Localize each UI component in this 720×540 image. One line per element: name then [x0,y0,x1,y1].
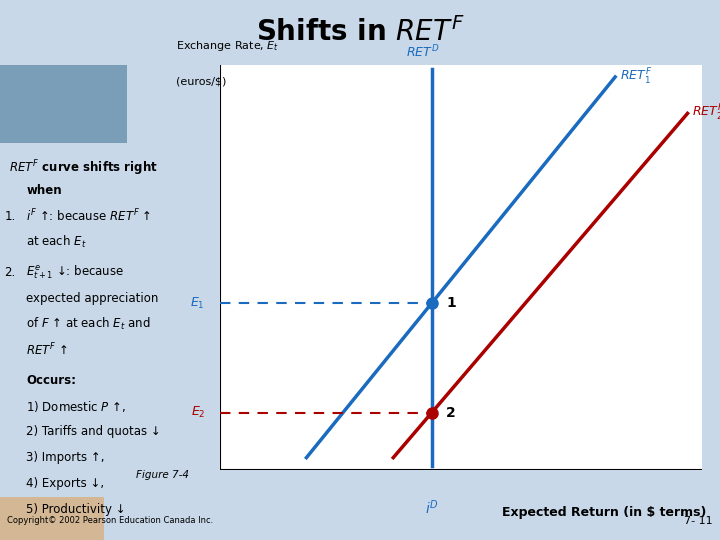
Text: 4) Exports ↓,: 4) Exports ↓, [27,477,104,490]
Text: Shifts in $\mathit{RET}^F$: Shifts in $\mathit{RET}^F$ [256,17,464,48]
Text: 1) Domestic $\it{P}$ ↑,: 1) Domestic $\it{P}$ ↑, [27,399,127,414]
Text: 1: 1 [446,296,456,310]
Text: when: when [27,184,62,197]
Text: of $\it{F}$ ↑ at each $E_t$ and: of $\it{F}$ ↑ at each $E_t$ and [27,316,151,332]
Text: Figure 7-4: Figure 7-4 [135,470,189,480]
Text: $RET^D$: $RET^D$ [405,44,439,60]
Text: Occurs:: Occurs: [27,374,76,387]
Text: Copyright© 2002 Pearson Education Canada Inc.: Copyright© 2002 Pearson Education Canada… [7,516,213,525]
Text: 5) Productivity ↓: 5) Productivity ↓ [27,503,126,516]
Text: $E^e_{t+1}$ ↓: because: $E^e_{t+1}$ ↓: because [27,264,125,281]
Text: $\bf{\it{RET^F}}$ curve shifts right: $\bf{\it{RET^F}}$ curve shifts right [9,159,158,178]
Text: 2.: 2. [4,266,16,279]
Text: $E_2$: $E_2$ [191,405,205,420]
Text: Expected Return (in $ terms): Expected Return (in $ terms) [503,507,707,519]
Text: $i^D$: $i^D$ [425,498,439,517]
Text: 7- 11: 7- 11 [684,516,713,525]
Bar [0,497,104,540]
Text: $RET^F_2$: $RET^F_2$ [693,103,720,124]
Text: 1.: 1. [4,210,16,222]
Text: $\it{RET^F}$ ↑: $\it{RET^F}$ ↑ [27,342,68,358]
Text: expected appreciation: expected appreciation [27,292,158,305]
Text: at each $E_t$: at each $E_t$ [27,234,87,250]
Text: Exchange Rate, $E_t$: Exchange Rate, $E_t$ [176,39,279,52]
Text: (euros/$): (euros/$) [176,77,227,87]
Text: 2) Tariffs and quotas ↓: 2) Tariffs and quotas ↓ [27,426,161,438]
Text: $E_1$: $E_1$ [191,295,205,310]
Text: $RET^F_1$: $RET^F_1$ [620,67,652,87]
Bar [0,65,127,143]
Text: 3) Imports ↑,: 3) Imports ↑, [27,451,105,464]
Text: 2: 2 [446,406,456,420]
Text: $i^F$ ↑: because $\it{RET^F}$ ↑: $i^F$ ↑: because $\it{RET^F}$ ↑ [27,208,152,224]
